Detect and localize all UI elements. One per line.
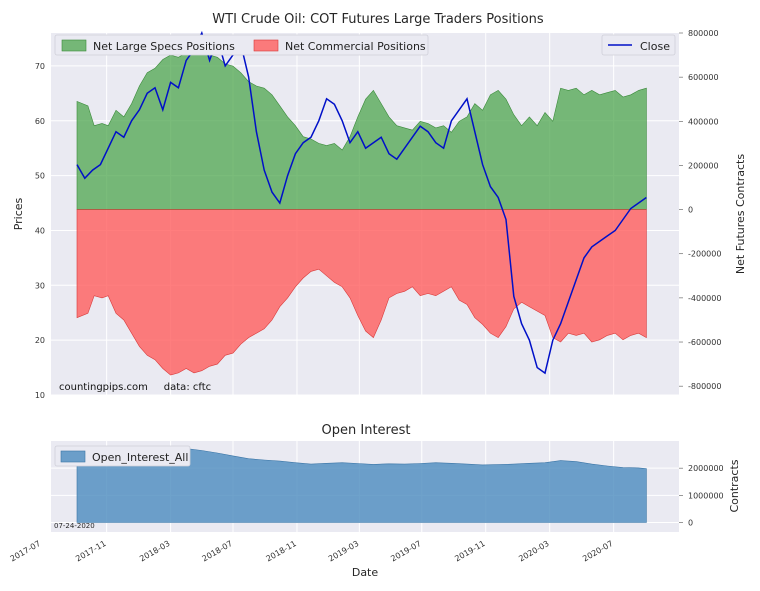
- top-legend-left: Net Large Specs Positions Net Commercial…: [54, 34, 429, 56]
- oi-legend-swatch: [60, 450, 86, 463]
- top-y-tick-label: 60: [35, 117, 45, 126]
- top-right-y-ticks: -800000 -600000 -400000 -200000 0 200000 40000…: [679, 29, 721, 391]
- bottom-legend: Open_Interest_All: [54, 445, 191, 467]
- top-y-tick-label: 30: [35, 281, 45, 290]
- top-y2-tick-label: 600000: [688, 73, 719, 82]
- specs-legend-label: Net Large Specs Positions: [93, 40, 235, 53]
- legend-frame: [54, 34, 429, 56]
- top-y2-tick-label: -800000: [688, 382, 721, 391]
- top-y-tick-label: 50: [35, 172, 45, 181]
- bottom-x-tick-label: 2018-03: [138, 539, 171, 564]
- bottom-x-tick-label: 2020-03: [517, 539, 550, 564]
- oi-legend-label: Open_Interest_All: [92, 451, 188, 464]
- top-y2-tick-label: 200000: [688, 161, 719, 170]
- bottom-x-tick-label: 2017-07: [9, 539, 42, 564]
- legend-frame-right: [601, 34, 676, 56]
- bottom-x-ticks: 2017-07 2017-11 2018-03 2018-07 2018-11 2019-…: [9, 539, 615, 564]
- comm-legend-swatch: [253, 39, 279, 52]
- bottom-x-tick-label: 2018-11: [265, 539, 298, 564]
- bottom-y-tick-label: 2000000: [688, 464, 724, 473]
- close-price-line: [76, 30, 647, 375]
- bottom-y-tick-label: 1000000: [688, 491, 724, 500]
- top-left-y-ticks: 10 20 30 40 50 60 70: [35, 62, 45, 400]
- top-chart-title: WTI Crude Oil: COT Futures Large Traders…: [212, 12, 544, 27]
- bottom-x-tick-label: 2018-07: [201, 539, 234, 564]
- comm-legend-label: Net Commercial Positions: [285, 40, 426, 53]
- specs-legend-swatch: [61, 39, 87, 52]
- top-y-tick-label: 40: [35, 226, 45, 235]
- close-legend-label: Close: [640, 40, 670, 53]
- top-y-tick-label: 20: [35, 336, 45, 345]
- top-y2-tick-label: 800000: [688, 29, 719, 38]
- bottom-y-tick-label: 0: [688, 518, 693, 527]
- date-note: 07-24-2020: [54, 522, 95, 530]
- top-y-tick-label: 70: [35, 62, 45, 71]
- bottom-right-y-ticks: 0 1000000 2000000: [679, 464, 724, 527]
- bottom-chart-title: Open Interest: [322, 423, 411, 438]
- watermark-text: countingpips.com data: cftc: [59, 382, 211, 393]
- net-commercial-area: [76, 209, 647, 376]
- top-legend-right: Close: [601, 34, 676, 56]
- top-y2-tick-label: -400000: [688, 294, 721, 303]
- top-y-label: Prices: [12, 197, 25, 230]
- top-y2-label: Net Futures Contracts: [734, 154, 747, 274]
- x-axis-label: Date: [352, 566, 379, 579]
- bottom-x-tick-label: 2017-11: [74, 539, 107, 564]
- bottom-x-tick-label: 2020-07: [581, 539, 614, 564]
- bottom-x-tick-label: 2019-11: [453, 539, 486, 564]
- top-y-tick-label: 10: [35, 391, 45, 400]
- top-y2-tick-label: 0: [688, 206, 693, 215]
- top-y2-tick-label: -200000: [688, 250, 721, 259]
- bottom-x-tick-label: 2019-03: [327, 539, 360, 564]
- oi-legend-frame: [54, 445, 191, 467]
- top-y2-tick-label: -600000: [688, 338, 721, 347]
- top-y2-tick-label: 400000: [688, 117, 719, 126]
- bottom-x-tick-label: 2019-07: [389, 539, 422, 564]
- bottom-y-label: Contracts: [728, 459, 741, 512]
- net-large-specs-area: [76, 50, 647, 210]
